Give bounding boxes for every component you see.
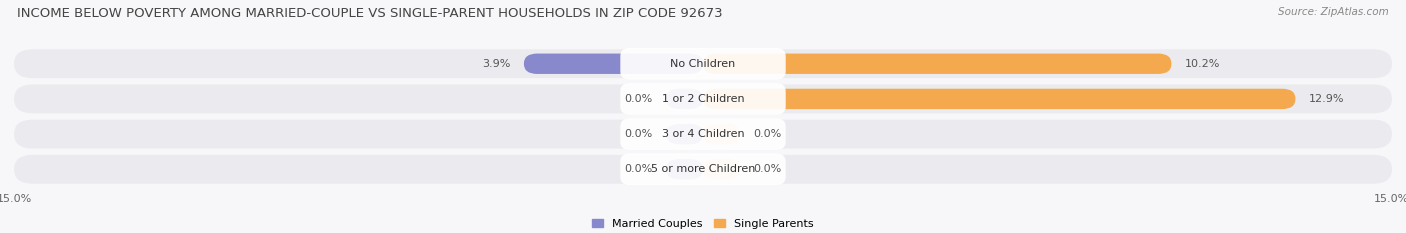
- FancyBboxPatch shape: [666, 124, 703, 144]
- Text: 0.0%: 0.0%: [754, 164, 782, 174]
- FancyBboxPatch shape: [524, 54, 703, 74]
- FancyBboxPatch shape: [620, 118, 786, 150]
- Text: 0.0%: 0.0%: [624, 129, 652, 139]
- FancyBboxPatch shape: [703, 54, 1171, 74]
- Text: 3 or 4 Children: 3 or 4 Children: [662, 129, 744, 139]
- Text: No Children: No Children: [671, 59, 735, 69]
- FancyBboxPatch shape: [14, 155, 1392, 184]
- FancyBboxPatch shape: [620, 83, 786, 115]
- Text: 12.9%: 12.9%: [1309, 94, 1344, 104]
- Text: 0.0%: 0.0%: [624, 94, 652, 104]
- Text: 10.2%: 10.2%: [1185, 59, 1220, 69]
- FancyBboxPatch shape: [620, 153, 786, 185]
- FancyBboxPatch shape: [14, 49, 1392, 78]
- Text: INCOME BELOW POVERTY AMONG MARRIED-COUPLE VS SINGLE-PARENT HOUSEHOLDS IN ZIP COD: INCOME BELOW POVERTY AMONG MARRIED-COUPL…: [17, 7, 723, 20]
- Text: 1 or 2 Children: 1 or 2 Children: [662, 94, 744, 104]
- Text: 0.0%: 0.0%: [624, 164, 652, 174]
- FancyBboxPatch shape: [666, 89, 703, 109]
- FancyBboxPatch shape: [14, 120, 1392, 148]
- FancyBboxPatch shape: [666, 159, 703, 179]
- Text: Source: ZipAtlas.com: Source: ZipAtlas.com: [1278, 7, 1389, 17]
- Legend: Married Couples, Single Parents: Married Couples, Single Parents: [588, 214, 818, 233]
- Text: 5 or more Children: 5 or more Children: [651, 164, 755, 174]
- FancyBboxPatch shape: [703, 159, 740, 179]
- FancyBboxPatch shape: [620, 48, 786, 80]
- Text: 3.9%: 3.9%: [482, 59, 510, 69]
- FancyBboxPatch shape: [14, 85, 1392, 113]
- FancyBboxPatch shape: [703, 124, 740, 144]
- FancyBboxPatch shape: [703, 89, 1295, 109]
- Text: 0.0%: 0.0%: [754, 129, 782, 139]
